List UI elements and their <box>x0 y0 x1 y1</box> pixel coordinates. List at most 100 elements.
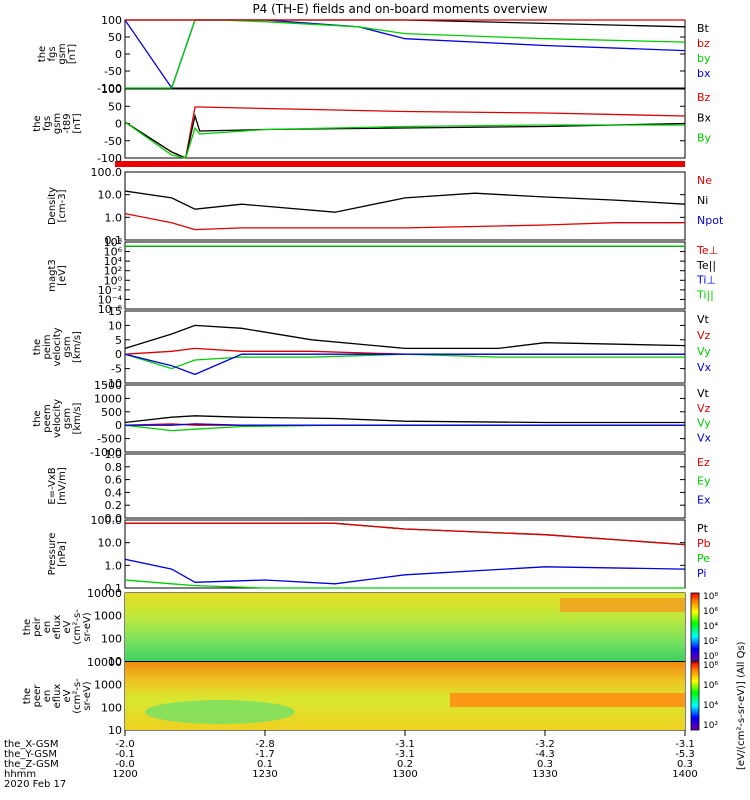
y-tick-label: 1000 <box>94 679 122 692</box>
y-tick-label: 100 <box>101 14 122 27</box>
y-tick-label: 10⁰ <box>104 274 123 287</box>
ylabel-line: gsm <box>62 336 73 357</box>
date-label: 2020 Feb 17 <box>4 779 66 790</box>
legend-pressure-0: Pt <box>697 522 709 535</box>
plot-lines <box>124 19 686 589</box>
ylabel-line: [nPa] <box>57 541 68 567</box>
ylabel-line: (cm²-s- <box>72 678 83 714</box>
series-the-peim-velocity-gsm-km-s--Vz <box>124 347 685 355</box>
colorbar-tick-label: 10⁸ <box>703 661 718 671</box>
colorbar-tick-label: 10⁴ <box>703 622 718 632</box>
y-tick-label: 100 <box>101 701 122 714</box>
y-tick-label: 10⁻² <box>98 284 122 297</box>
panel-frame-fgs_gsm_t89 <box>124 88 686 159</box>
legend-peem_vel-0: Vt <box>697 387 710 400</box>
ylabel-line: sr-eV) <box>82 612 93 641</box>
series-the-peem-velocity-gsm-km-s--Vt <box>124 415 685 424</box>
legend-peem_vel-3: Vx <box>697 431 712 444</box>
time-axis-value: 1300 <box>392 769 417 780</box>
y-tick-label: 10⁶ <box>104 246 123 259</box>
y-tick-label: 0.4 <box>105 486 123 499</box>
y-tick-label: 10 <box>108 655 122 668</box>
series-the-fgs-gsm-nT--bx <box>124 19 686 90</box>
colorbar-peir <box>690 592 700 662</box>
panel-ylabel-fgs_gsm_t89: the fgs gsm -t89 [nT] <box>32 113 83 134</box>
figure-title: P4 (TH-E) fields and on-board moments ov… <box>252 2 547 16</box>
legend-temperature-0: Te⊥ <box>696 244 718 257</box>
y-tick-label: 10.0 <box>98 189 123 202</box>
y-tick-label: 50 <box>108 31 122 44</box>
time-axis-value: 1230 <box>252 769 277 780</box>
ylabel-line: -t89 <box>62 113 73 133</box>
y-tick-label: 50 <box>108 100 122 113</box>
y-tick-label: 1.0 <box>105 448 123 461</box>
legend-fgs_gsm_t89-2: By <box>697 132 712 145</box>
time-axis-value: -3.1 <box>675 739 695 750</box>
series-the-peim-velocity-gsm-km-s--Vy <box>124 353 685 370</box>
legend-temperature-2: Ti⊥ <box>696 274 716 287</box>
ylabel-line: [eV] <box>57 265 68 286</box>
panel-frame-pressure <box>124 519 686 589</box>
time-axis-value: -3.1 <box>395 749 415 760</box>
spectrograms <box>125 593 685 730</box>
y-tick-label: 10.0 <box>98 537 123 550</box>
y-tick-label: 0.6 <box>105 474 123 487</box>
series-the-peim-velocity-gsm-km-s--Vt <box>124 324 686 350</box>
y-tick-label: 0.2 <box>105 499 123 512</box>
legend-peem_vel-2: Vy <box>697 417 711 430</box>
colorbar-label: [eV/(cm²-s-sr-eV)] (All Qs) <box>736 641 747 770</box>
series-the-peim-velocity-gsm-km-s--Vx <box>124 353 685 376</box>
peir-hot-band <box>560 598 685 612</box>
legend-fgs_gsm-2: by <box>697 52 711 65</box>
series-Pressure-nPa--Pt <box>125 522 686 546</box>
legend-pressure-3: Pi <box>697 567 706 580</box>
time-axis-value: 1200 <box>112 769 137 780</box>
y-tick-label: -1000 <box>90 446 122 459</box>
ylabel-line: E=-VxB <box>47 467 58 504</box>
panel-ylabel-peem_vel: the peem velocity gsm [km/s] <box>32 399 83 438</box>
colorbar-tick-label: 10⁸ <box>703 592 718 602</box>
ylabel-line: peim <box>42 334 53 359</box>
time-axis-value: 0.3 <box>537 759 553 770</box>
y-tick-label: 100 <box>101 83 122 96</box>
legend-efield-0: Ez <box>697 456 710 469</box>
time-axis-value: -5.3 <box>675 749 695 760</box>
y-tick-label: -100 <box>97 82 122 95</box>
legend-peim_vel-3: Vx <box>697 361 712 374</box>
y-tick-label: 1.0 <box>105 559 123 572</box>
series-Pressure-nPa--Pb <box>125 522 686 546</box>
time-axis-row-label: the_Y-GSM <box>4 749 57 760</box>
y-tick-label: 1000 <box>94 610 122 623</box>
peer-hot-band <box>450 693 685 707</box>
ylabel-line: gsm <box>62 408 73 429</box>
ylabel-line: the <box>32 115 43 131</box>
time-axis: the_X-GSM -2.0 -2.8 -3.1 -3.2 -3.1 the_Y-GSM -0… <box>4 730 698 790</box>
time-axis-value: -4.3 <box>535 749 555 760</box>
time-axis-value: 0.1 <box>257 759 273 770</box>
ylabel-line: [nT] <box>72 113 83 133</box>
panel-ylabel-fgs_gsm: the fgs gsm [nT] <box>37 43 78 64</box>
legend-fgs_gsm_t89-1: Bx <box>697 111 712 124</box>
y-tick-label: -5 <box>111 363 122 376</box>
legend-fgs_gsm_t89-0: Bz <box>697 91 711 104</box>
ylabel-line: velocity <box>52 327 63 366</box>
y-tick-label: -500 <box>97 433 122 446</box>
y-tick-label: 0.8 <box>105 461 123 474</box>
legend-fgs_gsm-3: bx <box>697 67 711 80</box>
series-Pressure-nPa--Pe <box>124 579 685 589</box>
ylabel-line: [cm-3] <box>57 189 68 222</box>
colorbar-tick-label: 10⁰ <box>703 652 718 662</box>
colorbar-peer <box>690 661 700 731</box>
ylabel-line: en <box>42 690 53 703</box>
panel-frame-peem_vel <box>124 384 686 453</box>
legend-efield-1: Ey <box>697 475 711 488</box>
series-Pressure-nPa--Pi <box>124 558 686 585</box>
legend-pressure-2: Pe <box>697 552 710 565</box>
legend-density-2: Npot <box>697 214 724 227</box>
peer-green-patch <box>145 700 295 724</box>
legend-density-0: Ne <box>697 174 712 187</box>
time-axis-value: 1400 <box>672 769 697 780</box>
ylabel-line: [nT] <box>67 44 78 64</box>
ylabel-line: eflux <box>52 684 63 709</box>
